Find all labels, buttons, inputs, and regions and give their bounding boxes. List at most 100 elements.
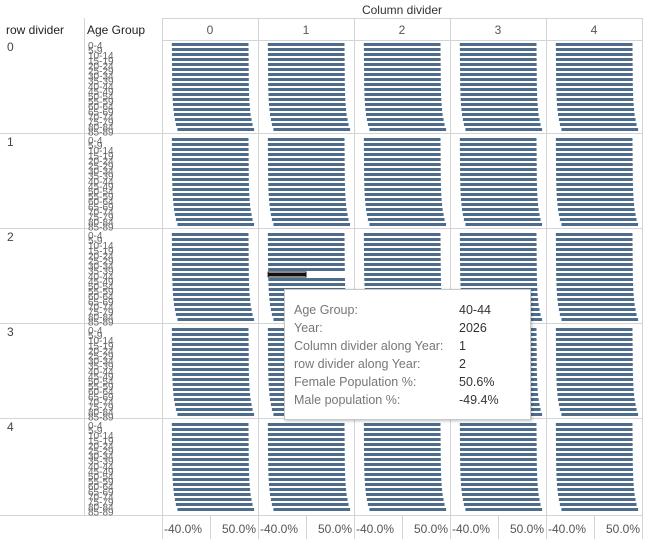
- bar-male[interactable]: [556, 478, 594, 481]
- bar-male[interactable]: [172, 383, 210, 386]
- bar-male[interactable]: [172, 168, 210, 171]
- bar-female[interactable]: [210, 168, 249, 171]
- bar-male[interactable]: [364, 458, 402, 461]
- bar-female[interactable]: [594, 168, 633, 171]
- bar-male[interactable]: [556, 188, 594, 191]
- bar-male[interactable]: [267, 253, 306, 256]
- bar-male[interactable]: [556, 448, 594, 451]
- bar-male[interactable]: [364, 68, 402, 71]
- bar-female[interactable]: [498, 238, 537, 241]
- bar-female[interactable]: [498, 163, 537, 166]
- bar-male[interactable]: [556, 458, 594, 461]
- bar-male[interactable]: [365, 493, 402, 496]
- bar-male[interactable]: [268, 168, 306, 171]
- bar-male[interactable]: [172, 163, 210, 166]
- bar-female[interactable]: [594, 78, 633, 81]
- bar-female[interactable]: [306, 278, 345, 281]
- bar-male[interactable]: [463, 218, 498, 221]
- bar-male[interactable]: [364, 83, 402, 86]
- bar-female[interactable]: [594, 203, 635, 206]
- bar-female[interactable]: [210, 93, 250, 96]
- bar-male[interactable]: [175, 218, 210, 221]
- bar-male[interactable]: [268, 178, 306, 181]
- bar-female[interactable]: [306, 138, 345, 141]
- bar-female[interactable]: [210, 448, 249, 451]
- bar-male[interactable]: [555, 243, 594, 246]
- bar-male[interactable]: [555, 43, 594, 46]
- bar-male[interactable]: [363, 243, 402, 246]
- bar-male[interactable]: [363, 53, 402, 56]
- bar-male[interactable]: [460, 258, 498, 261]
- bar-female[interactable]: [306, 223, 351, 226]
- bar-female[interactable]: [594, 93, 634, 96]
- bar-male[interactable]: [555, 233, 594, 236]
- bar-male[interactable]: [363, 443, 402, 446]
- bar-male[interactable]: [364, 283, 402, 286]
- bar-male[interactable]: [268, 468, 306, 471]
- bar-female[interactable]: [402, 93, 442, 96]
- bar-female[interactable]: [210, 188, 250, 191]
- bar-female[interactable]: [498, 428, 537, 431]
- bar-female[interactable]: [498, 103, 538, 106]
- bar-male[interactable]: [268, 73, 306, 76]
- bar-male[interactable]: [173, 298, 210, 301]
- bar-female[interactable]: [306, 48, 345, 51]
- bar-female[interactable]: [306, 193, 346, 196]
- bar-male[interactable]: [363, 48, 402, 51]
- bar-male[interactable]: [273, 223, 306, 226]
- bar-female[interactable]: [402, 443, 441, 446]
- bar-female[interactable]: [498, 138, 537, 141]
- bar-female[interactable]: [594, 143, 633, 146]
- bar-male[interactable]: [269, 488, 306, 491]
- bar-female[interactable]: [594, 73, 633, 76]
- bar-female[interactable]: [498, 278, 537, 281]
- bar-female[interactable]: [594, 98, 634, 101]
- bar-female[interactable]: [402, 128, 447, 131]
- bar-female[interactable]: [594, 433, 633, 436]
- bar-male[interactable]: [269, 208, 306, 211]
- bar-female[interactable]: [402, 73, 441, 76]
- bar-male[interactable]: [172, 363, 210, 366]
- bar-female[interactable]: [594, 208, 635, 211]
- bar-female[interactable]: [402, 203, 443, 206]
- bar-female[interactable]: [306, 238, 345, 241]
- bar-male[interactable]: [175, 313, 210, 316]
- bar-male[interactable]: [172, 458, 210, 461]
- bar-female[interactable]: [594, 293, 634, 296]
- bar-female[interactable]: [594, 218, 637, 221]
- bar-female[interactable]: [306, 73, 345, 76]
- bar-male[interactable]: [172, 358, 210, 361]
- bar-female[interactable]: [498, 158, 537, 161]
- bar-female[interactable]: [402, 68, 441, 71]
- bar-male[interactable]: [556, 268, 594, 271]
- bar-female[interactable]: [210, 333, 249, 336]
- bar-female[interactable]: [498, 453, 537, 456]
- bar-female[interactable]: [210, 283, 250, 286]
- bar-female[interactable]: [210, 313, 253, 316]
- bar-female[interactable]: [210, 293, 250, 296]
- bar-female[interactable]: [210, 143, 249, 146]
- bar-male[interactable]: [465, 223, 498, 226]
- bar-male[interactable]: [268, 483, 306, 486]
- bar-female[interactable]: [210, 138, 249, 141]
- bar-male[interactable]: [559, 218, 594, 221]
- bar-female[interactable]: [306, 463, 345, 466]
- bar-female[interactable]: [594, 83, 633, 86]
- bar-male[interactable]: [460, 268, 498, 271]
- bar-female[interactable]: [594, 458, 633, 461]
- bar-female[interactable]: [498, 178, 537, 181]
- bar-male[interactable]: [363, 158, 402, 161]
- bar-female[interactable]: [498, 223, 543, 226]
- bar-female[interactable]: [306, 63, 345, 66]
- bar-male[interactable]: [364, 258, 402, 261]
- bar-male[interactable]: [171, 438, 210, 441]
- bar-female[interactable]: [498, 483, 538, 486]
- bar-male[interactable]: [172, 188, 210, 191]
- bar-male[interactable]: [556, 283, 594, 286]
- bar-female[interactable]: [402, 498, 444, 501]
- bar-male[interactable]: [268, 98, 306, 101]
- bar-male[interactable]: [459, 153, 498, 156]
- bar-male[interactable]: [460, 68, 498, 71]
- bar-male[interactable]: [268, 198, 306, 201]
- bar-female[interactable]: [210, 68, 249, 71]
